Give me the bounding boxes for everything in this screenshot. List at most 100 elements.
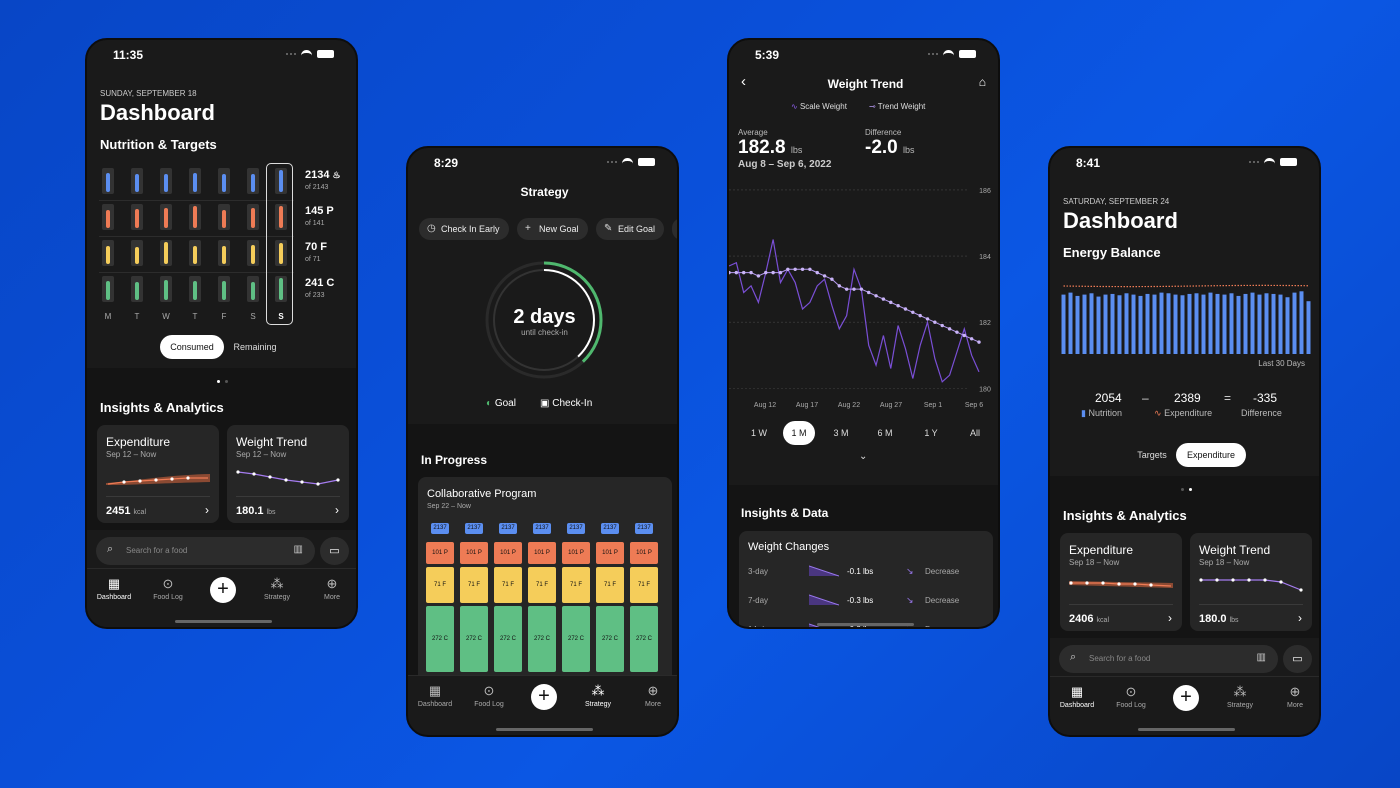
macro-bar-fill [164,242,168,264]
macro-bar-slot [102,204,114,230]
macro-value: 241 C [305,277,335,289]
search-input[interactable]: Search for a food [1089,654,1151,663]
battery-icon [317,50,334,58]
expenditure-sparkline [106,474,210,485]
nutrition-bar [1285,297,1290,354]
macro-bar-fill [193,281,197,300]
range-1m[interactable]: 1 M [783,421,815,445]
fat-block: 71 F [596,567,624,603]
trend-point [808,267,812,272]
expenditure-card[interactable]: Expenditure Sep 12 – Now 2451 kcal › [97,425,219,523]
nutrition-bar [1271,293,1276,354]
range-1y[interactable]: 1 Y [924,428,938,438]
new-goal-button[interactable]: + New Goal [517,218,588,240]
add-button[interactable]: + [531,684,557,710]
macro-bar-fill [164,174,168,192]
search-bar[interactable]: ⌕ Search for a food ▥ [1059,645,1278,673]
nutrition-bar [1138,295,1143,354]
toggle-remaining[interactable]: Remaining [233,342,277,352]
macro-bar-slot [189,204,201,230]
macro-target: of 2143 [305,184,329,191]
nav-dashboard[interactable]: ▦ Dashboard [89,577,139,602]
today-highlight[interactable] [266,163,293,325]
expenditure-line-icon: ∿ [1154,408,1162,418]
nutrition-bar [1103,294,1108,354]
nav-dashboard[interactable]: ▦ Dashboard [1052,685,1102,710]
weight-chart[interactable]: 186 184 182 180 Aug 12 Aug 17 Aug 22 Aug 27 Sep … [729,175,1000,415]
nav-strategy[interactable]: ⁂ Strategy [1215,685,1265,710]
battery-icon [638,158,655,166]
minus-sign: – [1142,391,1149,405]
carb-block: 272 C [630,606,658,672]
barcode-icon[interactable]: ▥ [1256,652,1266,663]
protein-block: 101 P [494,542,522,564]
check-in-early-button[interactable]: ◷ Check In Early [419,218,509,240]
chevron-down-icon[interactable]: ⌄ [859,451,868,462]
macro-bar-fill [279,206,283,228]
status-time: 5:39 [755,48,780,62]
nav-strategy[interactable]: ⁂ Strategy [573,684,623,709]
status-bar: 5:39 [729,40,998,70]
nav-strategy[interactable]: ⁂ Strategy [252,577,302,602]
weight-trend-card[interactable]: Weight Trend Sep 18 – Now 180.0 lbs › [1190,533,1312,631]
day-label: S [278,312,284,321]
nav-dashboard[interactable]: ▦ Dashboard [410,684,460,709]
trend-down-icon: ↘ [906,566,914,576]
protein-block: 101 P [528,542,556,564]
energy-balance-chart[interactable] [1060,278,1312,356]
weight-trend-card[interactable]: Weight Trend Sep 12 – Now 180.1 lbs › [227,425,349,523]
nav-food-log[interactable]: ⊙ Food Log [464,684,514,709]
nutrition-bar [1264,293,1269,354]
range-3m[interactable]: 3 M [833,428,849,438]
barcode-icon[interactable]: ▥ [293,544,303,555]
nav-food-log[interactable]: ⊙ Food Log [143,576,193,602]
back-arrow-icon[interactable]: ‹ [741,73,746,90]
search-input[interactable]: Search for a food [126,546,188,555]
x-tick-label: Aug 12 [754,402,776,409]
graduation-cap-icon[interactable]: ⌂ [978,75,986,89]
y-tick-label: 180 [979,386,991,393]
range-1w[interactable]: 1 W [750,428,767,438]
nav-more[interactable]: ⊕ More [1270,684,1319,710]
more-icon: ⊕ [1289,684,1301,699]
nav-more[interactable]: ⊕ More [628,684,677,709]
range-6m[interactable]: 6 M [877,428,893,438]
nutrition-bar [1306,301,1311,354]
nutrition-bar [1215,293,1220,354]
page-dot-active [217,380,220,383]
change-period: 14-day [748,625,772,627]
toggle-consumed[interactable]: Consumed [160,335,224,359]
macro-bar-fill [222,281,226,300]
trend-point [859,287,864,291]
add-button[interactable]: + [210,577,236,603]
toggle-expenditure[interactable]: Expenditure [1176,443,1246,467]
range-all[interactable]: All [969,428,980,438]
program-card[interactable]: Collaborative Program Sep 22 – Now 2137 1… [418,477,672,687]
macro-bar-fill [164,280,168,300]
add-button[interactable]: + [1173,685,1199,711]
edit-goal-button[interactable]: ✎ Edit Goal [596,218,665,240]
nutrition-bar [1159,292,1164,354]
macro-bar-slot [131,240,143,266]
apple-icon: ⊙ [162,576,174,591]
book-icon[interactable]: ▭ [320,537,349,565]
search-bar[interactable]: ⌕ Search for a food ▥ [96,537,315,565]
insights-title: Insights & Analytics [100,400,224,415]
nav-food-log[interactable]: ⊙ Food Log [1106,685,1156,710]
nutrition-bar [1075,295,1080,354]
fat-block: 71 F [426,567,454,603]
change-period: 7-day [748,596,769,605]
nutrition-label: Nutrition [1088,408,1122,418]
change-value: -0.3 lbs [847,596,874,605]
weight-sparkline [236,470,340,486]
plus-icon: + [525,223,531,234]
expenditure-card[interactable]: Expenditure Sep 18 – Now 2406 kcal › [1060,533,1182,631]
toggle-targets[interactable]: Targets [1137,450,1167,460]
trend-point [933,320,937,324]
nav-more[interactable]: ⊕ More [307,577,356,602]
card-title: Expenditure [1069,543,1134,557]
date-label: SATURDAY, SEPTEMBER 24 [1063,197,1170,206]
expenditure-label: Expenditure [1164,408,1213,418]
x-tick-label: Aug 27 [880,402,902,409]
book-icon[interactable]: ▭ [1283,645,1312,673]
